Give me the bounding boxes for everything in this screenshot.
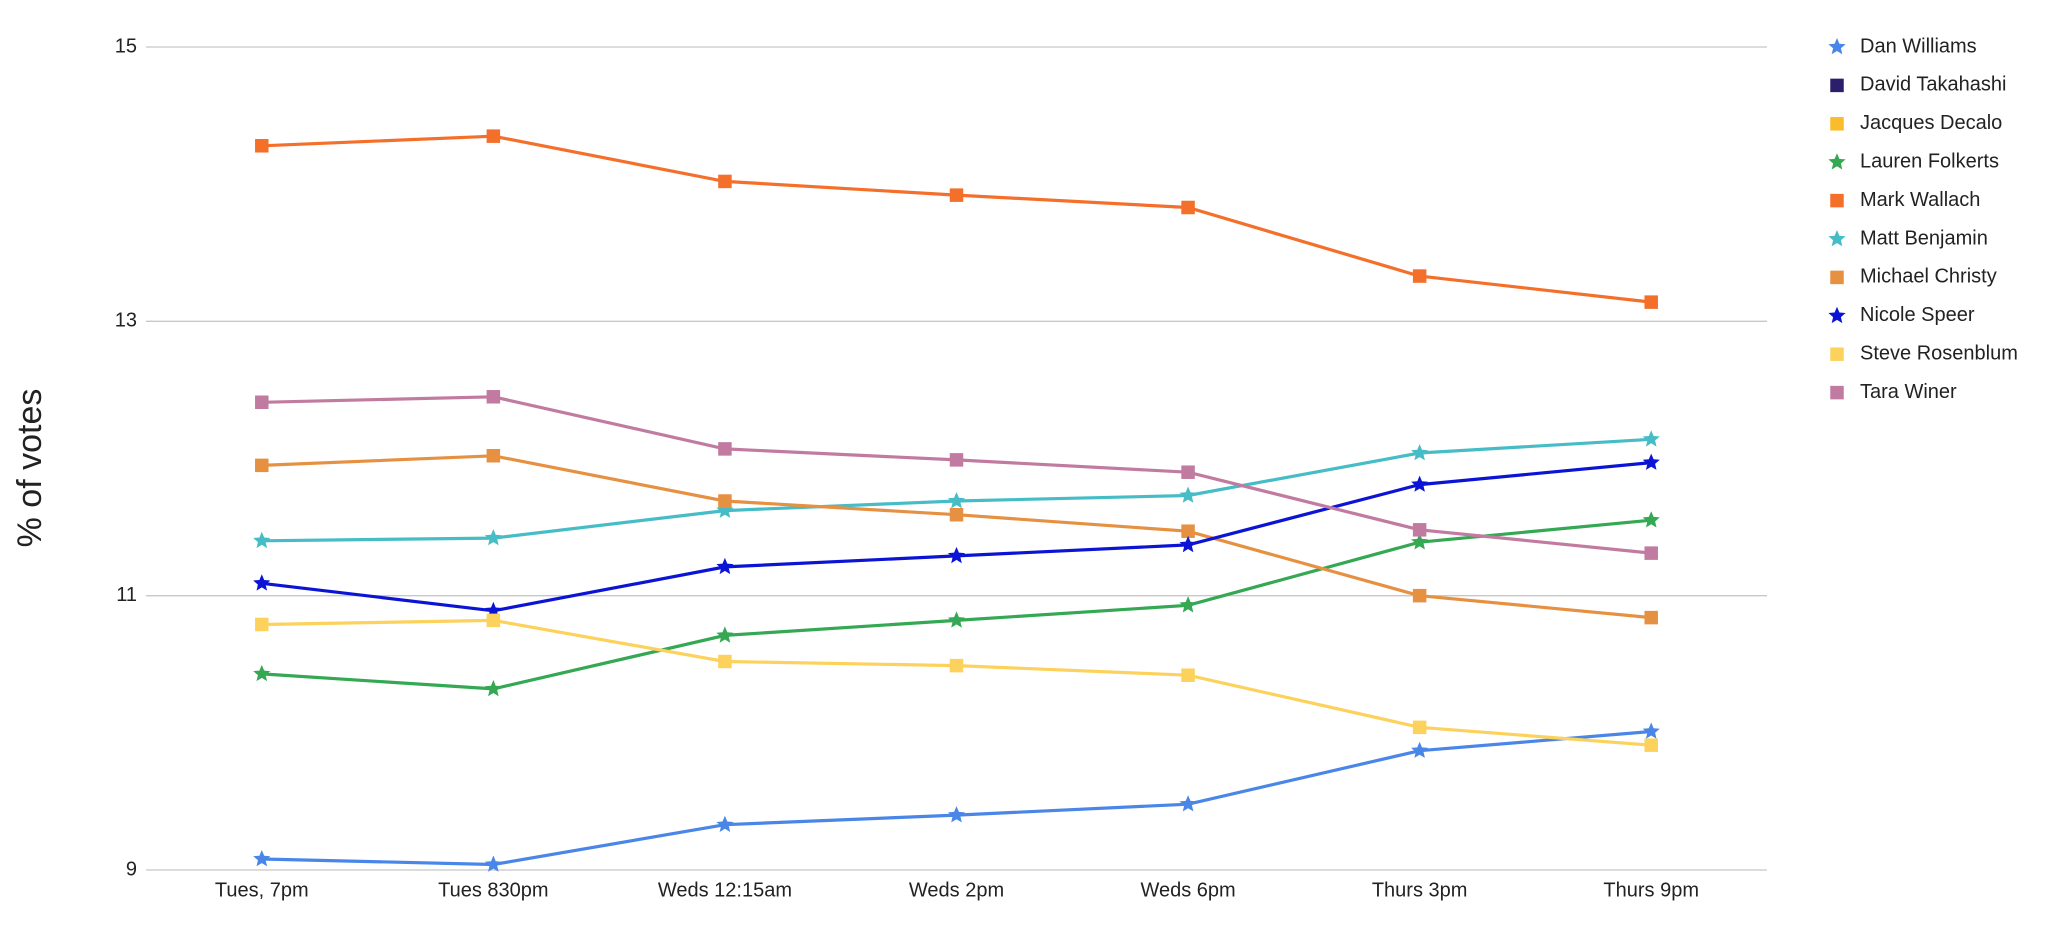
marker bbox=[1181, 524, 1195, 538]
legend-label: Jacques Decalo bbox=[1860, 112, 2002, 134]
legend-label: Dan Williams bbox=[1860, 35, 1977, 57]
marker bbox=[718, 654, 732, 669]
marker bbox=[1412, 523, 1427, 537]
marker bbox=[1644, 295, 1658, 309]
marker bbox=[1411, 444, 1429, 461]
series-line bbox=[261, 454, 1652, 620]
marker bbox=[486, 449, 501, 463]
marker bbox=[949, 188, 964, 202]
marker bbox=[1179, 596, 1197, 613]
marker bbox=[1828, 306, 1846, 324]
marker bbox=[1830, 117, 1844, 131]
marker bbox=[716, 626, 734, 643]
marker bbox=[1412, 588, 1427, 603]
marker bbox=[255, 139, 269, 153]
marker bbox=[949, 658, 964, 673]
series-line bbox=[261, 134, 1652, 304]
x-tick-label: Tues, 7pm bbox=[215, 879, 309, 901]
y-tick-label: 11 bbox=[116, 584, 137, 606]
legend-label: Lauren Folkerts bbox=[1860, 150, 1999, 172]
series-line bbox=[261, 395, 1652, 555]
marker bbox=[718, 494, 732, 508]
marker bbox=[1828, 230, 1846, 247]
marker bbox=[1411, 741, 1429, 758]
marker bbox=[486, 129, 501, 143]
marker bbox=[255, 395, 269, 410]
y-tick-label: 9 bbox=[126, 858, 137, 880]
marker bbox=[1181, 668, 1195, 682]
marker bbox=[1644, 738, 1658, 752]
marker bbox=[484, 529, 502, 546]
x-tick-label: Thurs 3pm bbox=[1372, 879, 1468, 901]
marker bbox=[1642, 722, 1660, 739]
marker bbox=[716, 557, 734, 575]
legend-label: Steve Rosenblum bbox=[1860, 342, 2018, 364]
series-line bbox=[261, 618, 1652, 747]
marker bbox=[949, 507, 964, 522]
x-tick-label: Tues 830pm bbox=[438, 879, 548, 901]
marker bbox=[484, 679, 502, 697]
marker bbox=[1642, 453, 1660, 470]
marker bbox=[255, 617, 269, 632]
x-tick-label: Thurs 9pm bbox=[1603, 879, 1699, 901]
marker bbox=[255, 458, 269, 473]
marker bbox=[1830, 385, 1844, 400]
legend-label: Mark Wallach bbox=[1860, 189, 1980, 211]
marker bbox=[253, 531, 271, 549]
marker bbox=[1830, 270, 1844, 285]
y-tick-label: 15 bbox=[115, 35, 137, 57]
marker bbox=[716, 815, 734, 832]
marker bbox=[1830, 78, 1844, 93]
marker bbox=[253, 574, 271, 591]
marker bbox=[947, 806, 966, 823]
marker bbox=[1644, 610, 1658, 625]
marker bbox=[1828, 153, 1846, 170]
marker bbox=[718, 174, 732, 189]
marker bbox=[947, 611, 966, 628]
legend-label: David Takahashi bbox=[1860, 74, 2006, 96]
marker bbox=[947, 546, 966, 564]
marker bbox=[716, 501, 734, 518]
y-axis-title: % of votes bbox=[11, 389, 49, 548]
marker bbox=[1411, 475, 1429, 492]
legend-label: Matt Benjamin bbox=[1860, 227, 1988, 249]
marker bbox=[1181, 465, 1195, 479]
marker bbox=[253, 664, 271, 682]
marker bbox=[947, 492, 966, 509]
marker bbox=[1830, 347, 1844, 361]
legend-label: Tara Winer bbox=[1860, 381, 1957, 403]
marker bbox=[718, 442, 732, 456]
legend-label: Nicole Speer bbox=[1860, 304, 1975, 326]
marker bbox=[1412, 269, 1427, 283]
marker bbox=[949, 453, 964, 467]
marker bbox=[1412, 720, 1427, 735]
series-line bbox=[261, 729, 1652, 867]
marker bbox=[486, 613, 501, 628]
marker bbox=[1830, 193, 1844, 208]
marker bbox=[1179, 486, 1197, 503]
y-tick-label: 13 bbox=[115, 310, 137, 332]
marker bbox=[1179, 795, 1197, 812]
x-tick-label: Weds 2pm bbox=[909, 879, 1004, 901]
marker bbox=[1642, 511, 1660, 528]
x-tick-label: Weds 6pm bbox=[1140, 879, 1235, 901]
marker bbox=[1411, 533, 1429, 550]
legend-label: Michael Christy bbox=[1860, 266, 1997, 288]
marker bbox=[253, 850, 271, 867]
series-line bbox=[261, 461, 1652, 613]
marker bbox=[1181, 200, 1195, 215]
marker bbox=[486, 390, 501, 404]
marker bbox=[484, 855, 502, 872]
marker bbox=[1642, 430, 1660, 447]
marker bbox=[1828, 38, 1846, 55]
marker bbox=[1644, 546, 1658, 560]
x-tick-label: Weds 12:15am bbox=[658, 879, 792, 901]
marker bbox=[1179, 535, 1197, 553]
